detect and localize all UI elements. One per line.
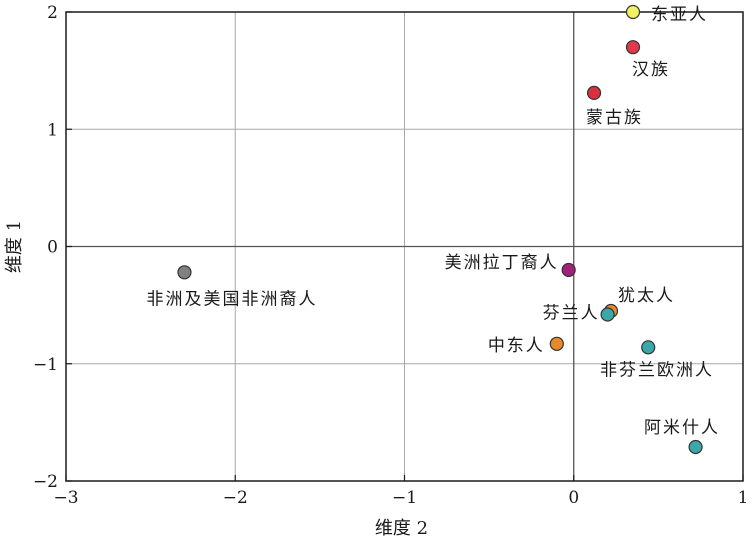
point-label: 阿米什人: [644, 418, 720, 438]
y-tick-label: −1: [33, 355, 58, 375]
point-label: 汉族: [632, 60, 670, 80]
point-label: 中东人: [488, 336, 545, 356]
x-tick-label: 1: [738, 488, 749, 508]
point-label: 非洲及美国非洲裔人: [147, 289, 318, 309]
x-axis-title: 维度 2: [375, 518, 428, 539]
data-point: [600, 307, 615, 322]
point-label: 芬兰人: [543, 304, 600, 324]
data-points: [177, 4, 703, 455]
data-point: [625, 4, 641, 20]
data-point: [561, 262, 576, 278]
data-point: [625, 40, 641, 55]
y-axis-title: 维度 1: [4, 220, 25, 273]
data-point: [641, 340, 656, 355]
y-tick-label: 1: [47, 120, 58, 140]
y-tick-label: 2: [47, 3, 58, 23]
point-label: 东亚人: [651, 5, 708, 25]
data-point: [549, 336, 564, 351]
point-label: 非芬兰欧洲人: [600, 360, 714, 380]
data-point: [586, 85, 602, 101]
y-tick-label: 0: [47, 238, 58, 258]
point-label: 美洲拉丁裔人: [445, 253, 559, 273]
x-tick-label: −2: [223, 488, 248, 508]
data-point: [177, 265, 192, 280]
x-tick-label: 0: [568, 488, 579, 508]
data-point: [688, 439, 703, 455]
point-label: 犹太人: [618, 286, 675, 306]
x-tick-label: −3: [53, 488, 78, 508]
zero-lines: [66, 12, 743, 481]
y-tick-label: −2: [33, 472, 58, 492]
x-tick-label: −1: [392, 488, 417, 508]
point-label: 蒙古族: [586, 108, 643, 128]
